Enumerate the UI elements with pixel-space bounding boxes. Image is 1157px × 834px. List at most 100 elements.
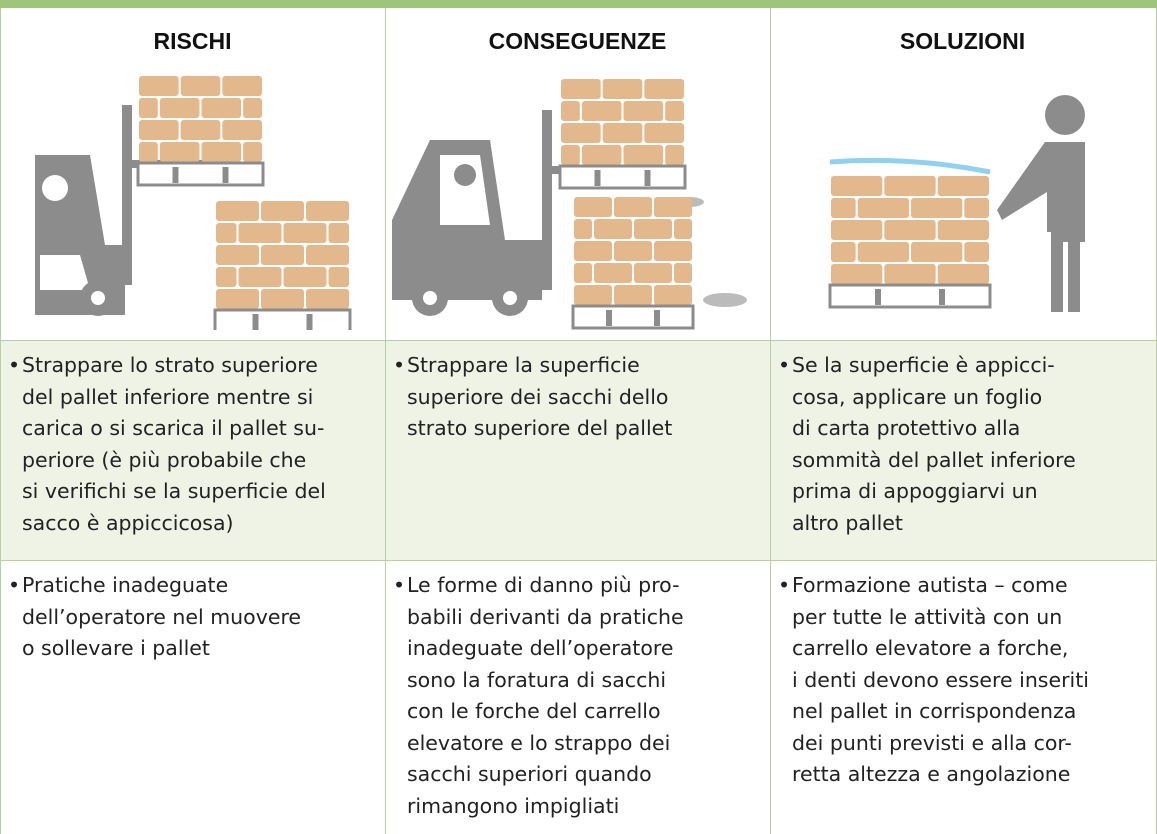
cell-line: i denti devono essere inseriti <box>792 667 1089 692</box>
brick-stack <box>571 197 695 330</box>
brick <box>911 198 963 218</box>
cell-line: Le forme di danno più pro- <box>407 570 756 602</box>
brick <box>306 289 349 309</box>
cell-line: sacco è appiccicosa) <box>22 510 234 535</box>
brick <box>222 76 262 96</box>
brick <box>884 176 936 196</box>
brick <box>159 98 200 118</box>
brick-stack <box>213 201 352 330</box>
pallet <box>571 304 695 330</box>
brick <box>201 142 242 162</box>
brick <box>222 120 262 140</box>
cell-line: strato superiore del pallet <box>407 416 673 440</box>
pallet <box>828 283 992 309</box>
brick <box>665 101 684 121</box>
cell-line: del pallet inferiore mentre si <box>22 384 314 409</box>
cell-line: Se la superficie è appicci- <box>792 350 1141 382</box>
brick <box>180 120 221 140</box>
brick <box>243 142 262 162</box>
brick <box>937 176 989 196</box>
pallet-block <box>594 170 601 186</box>
brick <box>857 242 909 262</box>
brick <box>216 289 259 309</box>
brick <box>634 263 672 283</box>
pallet-block <box>252 314 259 330</box>
row-divider <box>0 560 1157 561</box>
cell-line: per tutte le attività con un <box>792 604 1063 629</box>
column-divider <box>770 8 771 834</box>
pallet <box>558 164 687 190</box>
brick <box>857 198 909 218</box>
cell-line: retta altezza e angolazione <box>792 762 1071 786</box>
brick <box>674 219 692 239</box>
brick <box>180 76 221 96</box>
pallet-block <box>939 289 945 305</box>
brick <box>602 123 643 143</box>
brick <box>644 123 684 143</box>
column-header: CONSEGUENZE <box>488 28 667 54</box>
brick-stack <box>828 176 992 309</box>
brick <box>561 79 601 99</box>
column-header: RISCHI <box>153 28 232 54</box>
pallet-block <box>606 310 612 326</box>
brick <box>261 201 304 221</box>
brick <box>283 267 327 287</box>
cell: Le forme di danno più pro-babili derivan… <box>385 560 770 834</box>
brick <box>139 98 158 118</box>
brick <box>831 264 883 284</box>
cell-line: Strappare la superficie <box>407 350 756 382</box>
row-divider <box>0 340 1157 341</box>
brick <box>139 142 158 162</box>
brick <box>159 142 200 162</box>
cell-line: di carta protettivo alla <box>792 416 1021 440</box>
cell: Se la superficie è appicci-cosa, applica… <box>770 340 1155 560</box>
brick <box>561 123 601 143</box>
driver-head <box>454 164 476 186</box>
brick <box>283 223 327 243</box>
brick <box>574 241 612 261</box>
brick <box>139 76 179 96</box>
cell-line: sommità del pallet inferiore <box>792 447 1076 472</box>
cell-line: periore (è più probabile che <box>22 447 307 472</box>
cell-line: Formazione autista – come <box>792 570 1141 602</box>
brick <box>594 263 632 283</box>
pallet-block <box>306 314 313 330</box>
brick <box>884 220 936 240</box>
illustration-risks <box>35 76 352 330</box>
cell-line: babili derivanti da pratiche <box>407 604 684 629</box>
cell-line: rimangono impigliati <box>407 793 620 818</box>
pallet-block <box>654 310 660 326</box>
pallet-block <box>875 289 881 305</box>
brick-stack <box>136 76 265 187</box>
cell-line: dell’operatore nel muovere <box>22 604 302 629</box>
top-bar <box>0 0 1157 8</box>
cell-line: o sollevare i pallet <box>22 636 210 660</box>
brick <box>261 245 304 265</box>
cell-line: cosa, applicare un foglio <box>792 384 1043 409</box>
brick <box>574 197 612 217</box>
cell-line: Pratiche inadeguate <box>22 570 371 602</box>
cell-line: sono la foratura di sacchi <box>407 667 667 692</box>
brick <box>574 263 592 283</box>
cell-line: si verifichi se la superficie del <box>22 479 326 503</box>
brick <box>602 79 643 99</box>
cell-line: sacchi superiori quando <box>407 762 652 786</box>
column-header: SOLUZIONI <box>899 28 1026 54</box>
brick <box>306 201 349 221</box>
brick <box>623 145 664 165</box>
illustration-consequences <box>392 79 747 330</box>
brick <box>594 219 632 239</box>
brick <box>216 245 259 265</box>
brick <box>654 241 692 261</box>
cell-line: elevatore e lo strappo dei <box>407 730 671 755</box>
cell-line: con le forche del carrello <box>407 699 661 723</box>
brick <box>243 98 262 118</box>
cell-line: nel pallet in corrispondenza <box>792 699 1077 723</box>
pallet <box>136 161 265 187</box>
cell-line: dei punti previsti e alla cor- <box>792 730 1072 755</box>
brick <box>561 101 580 121</box>
forklift <box>392 110 627 316</box>
